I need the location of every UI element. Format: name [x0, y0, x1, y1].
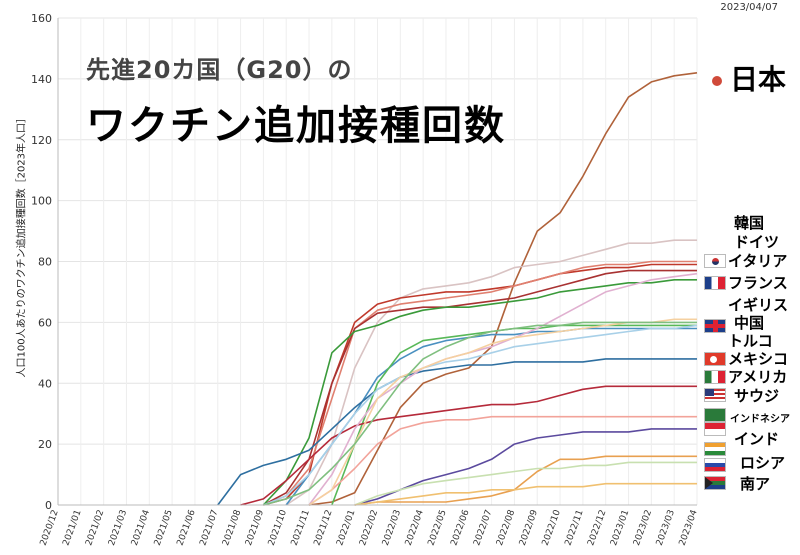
india-flag-icon: [704, 442, 726, 456]
legend-india: インド: [734, 430, 780, 448]
x-tick-label-21: 2022/09: [518, 508, 540, 547]
x-tick-label-7: 2021/07: [198, 509, 220, 548]
legend-uk: イギリス: [728, 296, 789, 314]
x-tick-label-16: 2022/04: [404, 508, 426, 547]
legend-mexico: メキシコ: [728, 350, 789, 368]
japan-label: 日本: [712, 58, 786, 98]
series-line-16: [308, 272, 698, 506]
y-tick-label-7: 140: [31, 73, 52, 86]
x-tick-label-4: 2021/04: [130, 508, 152, 547]
x-tick-label-8: 2021/08: [221, 508, 243, 547]
usa-flag-icon: [704, 388, 726, 402]
y-tick-label-1: 20: [38, 438, 52, 451]
series-line-7: [217, 358, 697, 506]
series-line-11: [354, 428, 697, 506]
y-tick-label-4: 80: [38, 256, 52, 269]
x-tick-label-27: 2023/03: [655, 509, 677, 548]
y-tick-label-0: 0: [45, 499, 52, 512]
x-tick-label-9: 2021/09: [244, 508, 266, 547]
x-tick-label-19: 2022/07: [472, 509, 494, 548]
y-tick-label-8: 160: [31, 12, 52, 25]
x-tick-label-22: 2022/10: [541, 508, 563, 547]
france-flag-icon: [704, 276, 726, 290]
x-tick-label-6: 2021/06: [176, 508, 198, 547]
series-line-4: [263, 269, 697, 506]
x-tick-label-1: 2021/01: [61, 509, 83, 548]
date-stamp: 2023/04/07: [720, 2, 778, 13]
series-line-2: [263, 263, 697, 506]
legend-indonesia: インドネシア: [730, 414, 790, 425]
x-tick-label-28: 2023/04: [678, 508, 700, 547]
legend-france: フランス: [728, 274, 788, 292]
series-line-5: [262, 279, 697, 506]
legend-italy: イタリア: [728, 252, 788, 270]
title-line2: ワクチン追加接種回数: [86, 103, 506, 149]
grid: [57, 17, 698, 506]
x-tick-label-26: 2023/02: [632, 509, 654, 548]
legend-saudi: サウジ: [734, 387, 780, 405]
legend-turkey: トルコ: [728, 332, 773, 350]
legend-china: 中国: [734, 314, 765, 332]
series-line-15: [263, 324, 698, 506]
axes: [57, 18, 697, 506]
series-line-0: [308, 72, 698, 506]
x-tick-label-11: 2021/11: [290, 509, 312, 548]
series-line-13: [354, 461, 697, 506]
x-tick-label-15: 2022/03: [381, 509, 403, 548]
x-tick-label-25: 2023/01: [609, 509, 631, 548]
x-tick-label-5: 2021/05: [153, 509, 175, 548]
y-tick-label-2: 40: [38, 377, 52, 390]
indonesia-flag-icon: [704, 422, 726, 436]
y-tick-label-3: 60: [38, 316, 52, 329]
x-tick-label-23: 2022/11: [564, 509, 586, 548]
russia-flag-icon: [704, 458, 726, 472]
series-line-14: [354, 482, 697, 506]
uk-flag-icon: [704, 319, 726, 333]
turkey-flag-icon: [704, 352, 726, 366]
japan-label-text: 日本: [730, 63, 787, 96]
x-tick-label-20: 2022/08: [495, 508, 517, 547]
x-tick-label-3: 2021/03: [107, 509, 129, 548]
x-tick-label-14: 2022/02: [358, 509, 380, 548]
mexico-flag-icon: [704, 370, 726, 384]
x-tick-label-10: 2021/10: [267, 508, 289, 547]
title-block: 先進20カ国（G20）の ワクチン追加接種回数: [86, 50, 506, 151]
legend-germany: ドイツ: [734, 233, 780, 251]
saudi-flag-icon: [704, 408, 726, 422]
legend-usa: アメリカ: [728, 368, 788, 386]
series-line-3: [263, 260, 697, 506]
x-tick-label-18: 2022/06: [449, 508, 471, 547]
series-line-18: [263, 321, 697, 506]
y-tick-label-5: 100: [31, 195, 52, 208]
y-axis-ticks: 0 20 40 60 80 100 120 140 160: [31, 12, 52, 512]
title-line1: 先進20カ国（G20）の: [86, 56, 353, 84]
x-tick-label-0: 2020/12: [39, 509, 61, 548]
legend-russia: ロシア: [740, 454, 786, 472]
x-tick-label-17: 2022/05: [427, 509, 449, 548]
x-tick-label-2: 2021/02: [84, 509, 106, 548]
series-lines: [217, 72, 698, 506]
x-axis-ticks: 2020/12 2021/01 2021/02 2021/03 2021/04 2021/…: [39, 508, 700, 547]
x-tick-label-12: 2021/12: [312, 509, 334, 548]
series-line-9: [240, 385, 697, 506]
y-axis-label: 人口100人あたりのワクチン追加接種回数［2023年人口］: [16, 112, 28, 378]
x-tick-label-13: 2022/01: [335, 509, 357, 548]
legend-south-africa: 南ア: [740, 475, 771, 493]
series-line-12: [354, 455, 697, 506]
legend-korea: 韓国: [734, 214, 765, 232]
series-line-1: [285, 239, 697, 506]
series-line-10: [308, 415, 697, 506]
japan-dot-icon: [712, 76, 722, 86]
y-tick-label-6: 120: [31, 134, 52, 147]
korea-flag-icon: [704, 254, 726, 268]
south-africa-flag-icon: [704, 476, 726, 490]
x-tick-label-24: 2022/12: [586, 509, 608, 548]
